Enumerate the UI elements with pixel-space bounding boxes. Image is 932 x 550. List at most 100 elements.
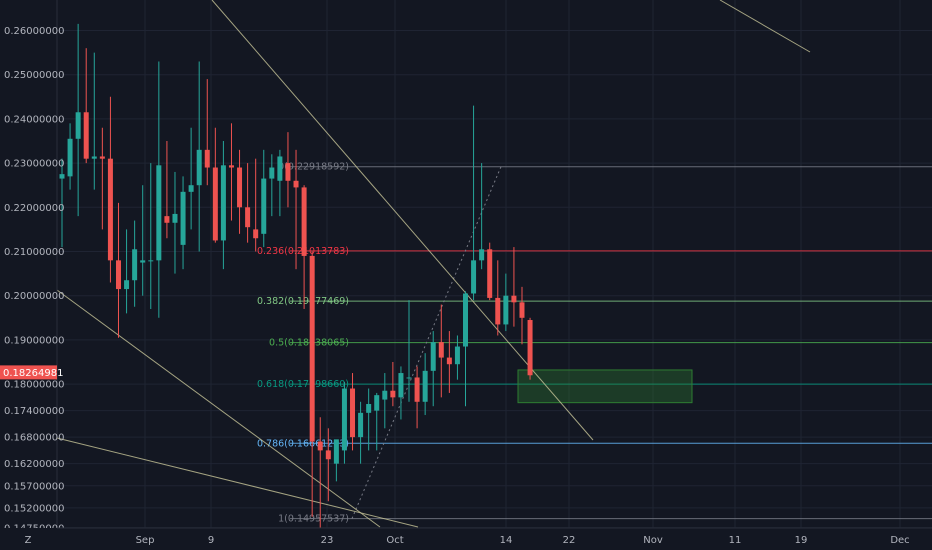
candle-body	[350, 388, 356, 438]
price-tick-label: 0.16800000	[4, 433, 64, 444]
candle-body	[317, 441, 323, 451]
candle-body	[180, 191, 186, 245]
candle-body	[463, 293, 468, 347]
candle-body	[75, 112, 81, 139]
price-tick-label: 0.26000000	[4, 26, 64, 37]
candlestick-series	[59, 23, 533, 528]
time-tick-label: Sep	[136, 535, 155, 546]
time-tick-label: 22	[563, 535, 576, 546]
candle-body	[446, 357, 452, 365]
timezone-label[interactable]: Z	[25, 535, 32, 546]
candle-body	[333, 439, 339, 464]
candle-body	[398, 373, 404, 398]
fib-level-label: 0.786(0.16661203)	[257, 438, 349, 449]
candle-body	[107, 158, 113, 261]
current-price-tag	[0, 365, 57, 380]
candle-body	[132, 249, 138, 281]
fib-level-label: 0.382(0.19877469)	[257, 296, 349, 307]
price-tick-label: 0.20000000	[4, 291, 64, 302]
candle-body	[519, 302, 525, 318]
time-tick-label: Nov	[643, 535, 663, 546]
price-tick-label: 0.19000000	[4, 335, 64, 346]
candle-body	[430, 342, 436, 371]
candle-body	[471, 260, 477, 294]
candle-body	[390, 390, 396, 398]
time-tick-label: 19	[795, 535, 808, 546]
candle-body	[124, 280, 130, 290]
time-tick-label: 9	[208, 535, 214, 546]
fib-level-label: 1(0.14957537)	[278, 514, 349, 525]
price-tick-label: 0.15200000	[4, 503, 64, 514]
candle-body	[438, 342, 444, 358]
time-tick-label: Oct	[386, 535, 403, 546]
candle-body	[414, 377, 420, 402]
candle-body	[99, 156, 105, 159]
candle-body	[220, 165, 226, 241]
price-tick-label: 0.24000000	[4, 114, 64, 125]
candle-body	[172, 213, 178, 223]
price-tick-label: 0.15700000	[4, 481, 64, 492]
trendline[interactable]	[56, 289, 381, 528]
candle-body	[487, 249, 493, 298]
candle-body	[83, 112, 89, 159]
price-tick-label: 0.16200000	[4, 459, 64, 470]
candle-body	[341, 388, 347, 451]
candle-body	[188, 185, 194, 192]
candle-body	[148, 260, 154, 262]
price-tick-label: 0.22000000	[4, 203, 64, 214]
target-zone-box[interactable]	[517, 369, 693, 404]
time-tick-label: 14	[500, 535, 513, 546]
candle-body	[269, 167, 275, 179]
candle-body	[237, 167, 243, 208]
fib-level-label: 0(0.22918592)	[278, 162, 349, 173]
price-axis-panel	[0, 0, 57, 550]
trendline[interactable]	[719, 0, 811, 53]
candle-body	[204, 149, 210, 168]
price-tick-label: 0.21000000	[4, 247, 64, 258]
candle-body	[115, 260, 121, 290]
candle-body	[91, 156, 97, 159]
candle-body	[293, 180, 299, 188]
price-tick-label: 0.18000000	[4, 380, 64, 391]
fib-level-label: 0.5(0.18938065)	[269, 338, 349, 349]
candle-body	[479, 249, 485, 261]
candle-body	[228, 165, 234, 168]
candle-body	[495, 297, 501, 325]
candle-body	[156, 165, 162, 261]
candle-body	[196, 149, 202, 186]
candle-body	[59, 174, 65, 179]
time-tick-label: 11	[729, 535, 742, 546]
candle-body	[382, 390, 388, 400]
candle-body	[261, 178, 267, 234]
candle-body	[325, 450, 331, 460]
price-tick-label: 0.25000000	[4, 70, 64, 81]
trendline[interactable]	[56, 437, 419, 528]
candle-body	[277, 156, 283, 181]
candle-body	[454, 346, 460, 365]
fib-level-label: 0.618(0.17998660)	[257, 379, 349, 390]
price-axis[interactable]: 0.26000000 0.25000000 0.24000000 0.23000000…	[0, 0, 64, 550]
candle-body	[358, 412, 364, 438]
time-axis[interactable]: Sep 9 23 Oct 14 22 Nov 11 19 Dec Z	[0, 527, 932, 550]
candle-body	[67, 138, 73, 177]
candle-body	[511, 295, 517, 303]
price-tick-label: 0.23000000	[4, 159, 64, 170]
candle-body	[245, 207, 251, 228]
candle-body	[285, 163, 291, 181]
candle-body	[140, 260, 146, 263]
current-price-label: 0.18264981	[3, 368, 63, 379]
time-axis-panel	[0, 528, 932, 550]
candle-body	[253, 229, 259, 239]
time-tick-label: Dec	[890, 535, 909, 546]
candle-body	[422, 370, 428, 402]
price-tick-label: 0.17400000	[4, 406, 64, 417]
candle-body	[164, 216, 170, 223]
fib-anchor-line[interactable]	[351, 166, 502, 519]
candle-body	[527, 320, 533, 376]
candle-body	[503, 295, 509, 325]
candle-body	[301, 187, 307, 256]
candle-body	[212, 167, 218, 241]
candle-body	[309, 255, 315, 442]
